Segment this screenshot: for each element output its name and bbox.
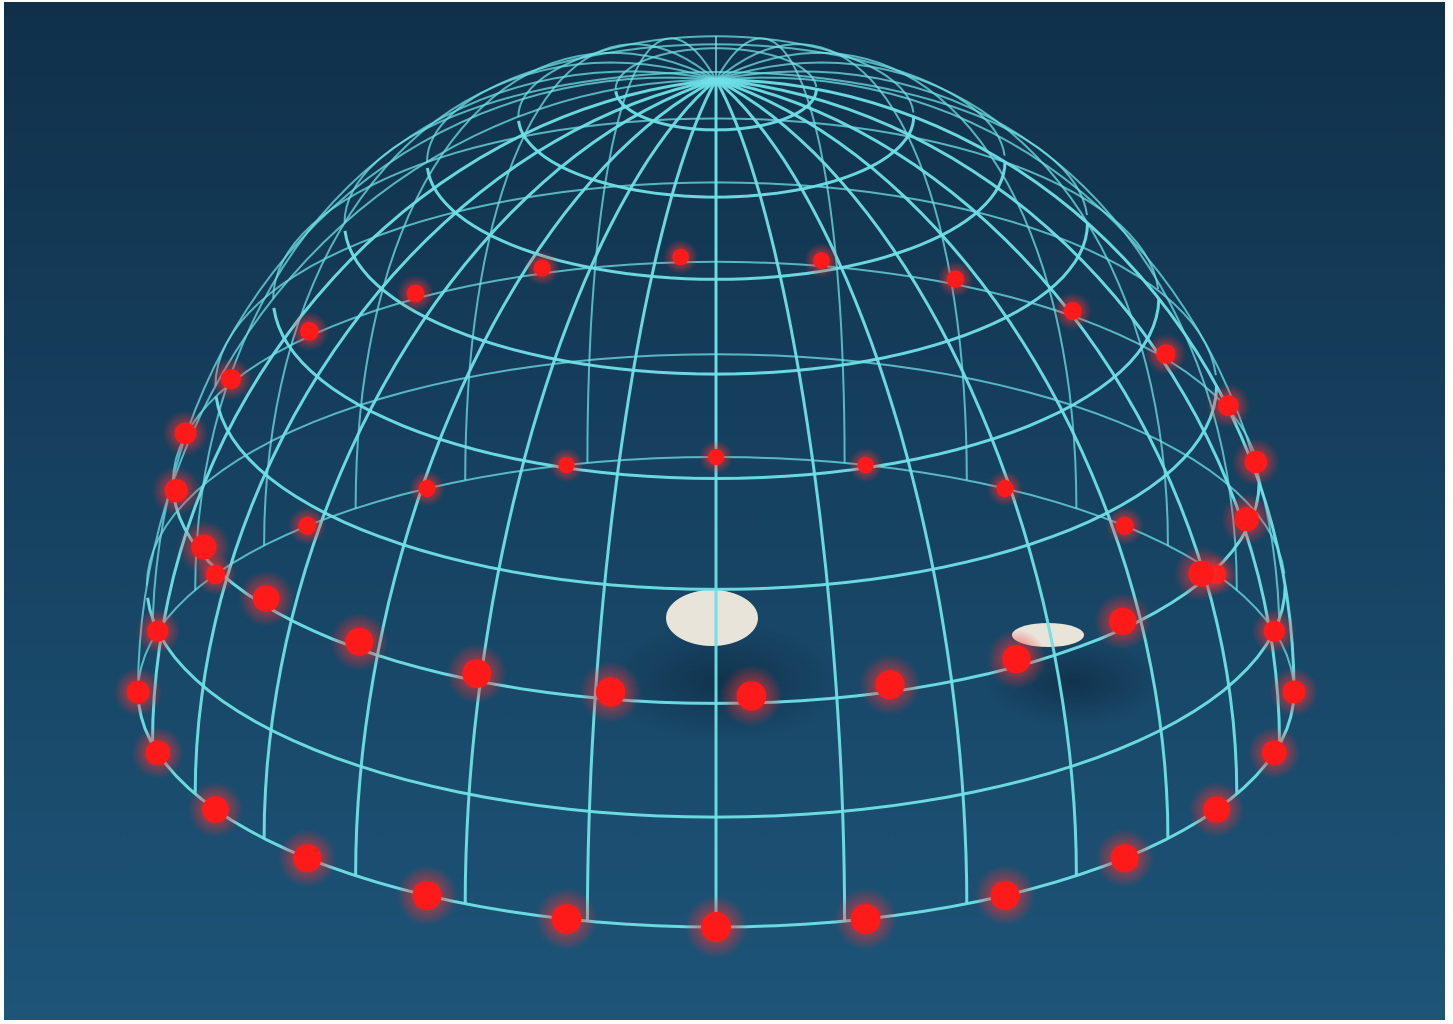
dome-parallel-line-back (517, 35, 915, 117)
light-markers (113, 239, 1319, 959)
equator-ring-marker (990, 881, 1020, 910)
dome-meridian-line (714, 79, 847, 922)
dome-parallel-line-back (272, 117, 1160, 299)
dome-parallel-line-back (343, 70, 1088, 224)
dome-parallel-line (272, 298, 1161, 480)
dome-meridian-line (715, 78, 1078, 876)
dome-meridian-line (263, 61, 717, 546)
dome-meridian-line (262, 78, 717, 839)
upper-ring-marker (406, 284, 425, 303)
dome-meridian-line (715, 78, 1281, 745)
upper-ring-marker (875, 670, 905, 700)
dome-illustration (4, 2, 1445, 1020)
equator-ring-marker (145, 740, 171, 766)
dome-parallel-line-back (145, 353, 1286, 586)
equator-ring-marker (551, 904, 582, 934)
upper-ring-marker (164, 479, 188, 503)
dome-meridian-line (151, 78, 717, 745)
large-white-object (666, 590, 758, 646)
dome-meridian-line (193, 78, 717, 795)
equator-ring-marker (126, 680, 150, 704)
equator-ring-marker (701, 912, 731, 942)
dome-meridian-line (714, 78, 969, 904)
dome-parallel-line (425, 161, 1007, 281)
dome-meridian-line (715, 78, 1296, 693)
upper-ring-marker (191, 534, 217, 560)
dome-meridian-line (715, 61, 1169, 546)
upper-ring-marker (946, 270, 964, 288)
upper-ring-marker (174, 422, 197, 445)
upper-ring-marker (1217, 395, 1239, 416)
equator-ring-marker (202, 796, 229, 823)
upper-ring-marker (345, 627, 374, 656)
dome-parallel-line-back (426, 43, 1006, 162)
dome-meridian-line (354, 78, 717, 876)
dome-parallel-line-back (614, 47, 818, 90)
upper-ring-marker (1109, 607, 1137, 635)
upper-ring-marker (300, 322, 319, 341)
dome-meridian-line (715, 70, 1238, 591)
equator-ring-marker (418, 480, 436, 497)
upper-ring-marker (533, 259, 551, 277)
equator-ring-marker (1282, 680, 1306, 704)
equator-ring-marker (1261, 740, 1287, 766)
dome-meridian-line (715, 51, 1078, 509)
equator-ring-marker (1203, 796, 1230, 823)
upper-ring-marker (1063, 302, 1082, 320)
upper-ring-marker (1244, 450, 1268, 474)
dome-parallel-line (343, 222, 1089, 376)
dome-meridian-line (715, 78, 1239, 795)
dome-meridian-line (194, 70, 717, 591)
equator-ring-marker (1110, 844, 1139, 873)
dome-parallel-line (517, 116, 916, 199)
dome-meridian-line (463, 78, 718, 904)
upper-ring-marker (252, 585, 280, 612)
dome-meridian-line (354, 51, 717, 509)
upper-ring-marker (1156, 344, 1176, 364)
equator-ring-marker (1115, 516, 1134, 535)
upper-ring-marker (672, 248, 689, 266)
upper-ring-marker (1234, 507, 1259, 532)
upper-ring-marker (220, 369, 241, 390)
upper-ring-marker (1002, 645, 1031, 674)
dome-scene (4, 2, 1445, 1020)
equator-ring-marker (558, 456, 575, 474)
dome-meridian-line (715, 78, 1170, 839)
equator-ring-marker (857, 456, 874, 474)
upper-ring-marker (595, 677, 626, 707)
equator-ring-marker (293, 844, 322, 873)
equator-ring-marker (708, 449, 724, 465)
equator-ring-marker (1263, 620, 1285, 642)
equator-ring-marker (298, 516, 317, 535)
upper-ring-marker (462, 659, 492, 688)
dome-parallel-line (614, 88, 818, 132)
dome-parallel-line (214, 385, 1219, 591)
upper-ring-marker (736, 681, 767, 711)
dome-parallel-line-back (214, 181, 1217, 386)
equator-ring-marker (412, 881, 442, 910)
equator-ring-marker (850, 904, 881, 934)
equator-ring-marker (996, 480, 1014, 497)
dome-meridian-line (585, 79, 718, 922)
upper-ring-marker (1188, 560, 1215, 587)
background (4, 2, 1445, 1020)
dome-meridian-line (137, 78, 717, 693)
equator-ring-marker (147, 620, 169, 642)
upper-ring-marker (813, 252, 830, 269)
